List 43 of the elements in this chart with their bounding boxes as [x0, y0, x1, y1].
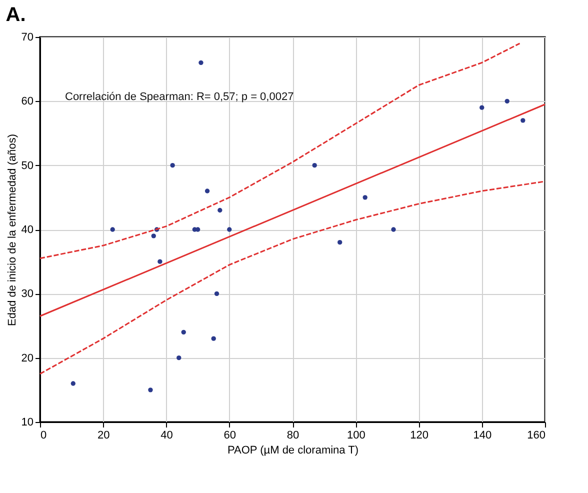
annotation: Correlación de Spearman: R= 0,57; p = 0,0027 — [65, 91, 294, 103]
x-tick-label: 80 — [286, 430, 300, 442]
point — [110, 227, 115, 232]
y-tick-label: 50 — [21, 160, 34, 172]
point — [520, 118, 526, 123]
point — [170, 162, 175, 168]
point — [338, 240, 342, 245]
y-tick-label: 70 — [21, 32, 34, 44]
point — [218, 208, 222, 213]
point — [362, 195, 368, 200]
x-tick-label: 120 — [410, 430, 428, 442]
y-tick-label: 20 — [21, 352, 34, 364]
point — [480, 105, 484, 110]
x-tick-label: 20 — [98, 430, 110, 442]
point — [204, 188, 210, 194]
point — [151, 234, 156, 238]
y-tick-label: 60 — [21, 96, 34, 108]
x-tick-label: 40 — [160, 430, 173, 442]
line-series — [39, 42, 520, 260]
x-tick-label: 100 — [346, 430, 366, 442]
point — [211, 336, 216, 341]
x-tick-label: 60 — [224, 430, 236, 442]
point — [148, 388, 153, 392]
point — [504, 98, 510, 104]
line-series — [39, 180, 546, 375]
x-tick-label: 0 — [40, 430, 47, 442]
point — [391, 227, 396, 232]
point — [198, 60, 204, 66]
y-tick-label: 10 — [21, 416, 34, 428]
point — [158, 259, 162, 264]
y-tick-label: 30 — [21, 288, 34, 300]
point — [227, 227, 232, 232]
x-axis-title: PAOP (µM de cloramina T) — [227, 444, 359, 456]
y-axis-title: Edad de inicio de la enfermedad (años) — [6, 134, 18, 326]
chart-title: A. — [6, 4, 26, 26]
point — [176, 355, 182, 360]
y-tick-label: 40 — [21, 224, 34, 236]
x-tick-label: 160 — [527, 430, 546, 442]
point — [70, 381, 76, 386]
point — [181, 330, 186, 335]
x-tick-label: 140 — [473, 430, 492, 442]
point — [214, 291, 220, 296]
point — [312, 162, 317, 168]
